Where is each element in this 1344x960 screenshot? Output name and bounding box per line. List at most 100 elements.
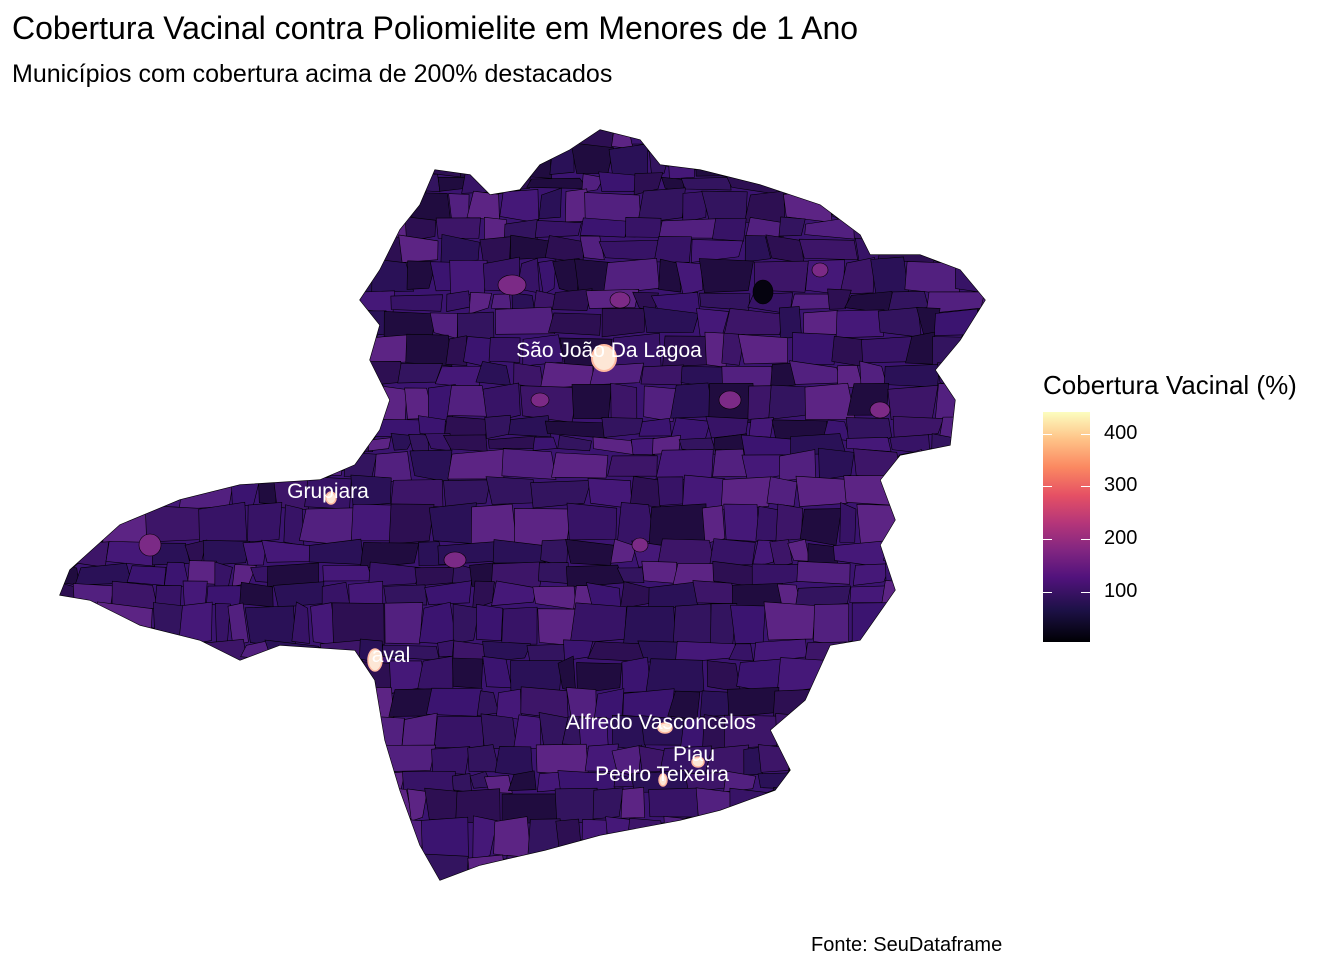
legend-colorbar xyxy=(1043,412,1090,642)
municipality xyxy=(99,142,133,179)
municipality xyxy=(587,641,646,663)
municipality xyxy=(60,382,96,417)
municipality xyxy=(235,787,262,821)
municipality xyxy=(917,562,962,586)
municipality xyxy=(461,885,508,908)
municipality xyxy=(340,187,402,221)
municipality xyxy=(904,789,962,823)
municipality xyxy=(973,583,985,605)
municipality xyxy=(844,130,889,148)
municipality xyxy=(969,450,985,481)
municipality xyxy=(752,279,774,305)
municipality xyxy=(379,858,429,880)
municipality xyxy=(337,687,395,718)
municipality xyxy=(794,789,816,819)
municipality xyxy=(611,130,633,150)
municipality xyxy=(769,539,793,569)
municipality xyxy=(291,417,318,437)
municipality xyxy=(551,288,593,311)
municipality xyxy=(249,361,281,387)
municipality xyxy=(109,788,146,823)
municipality xyxy=(344,143,370,179)
municipality xyxy=(122,335,145,365)
legend-tick-label: 400 xyxy=(1104,422,1138,444)
municipality xyxy=(874,687,905,717)
municipality xyxy=(60,502,106,540)
municipality xyxy=(467,854,507,880)
municipality xyxy=(328,657,362,694)
legend-tick-mark xyxy=(1043,434,1052,435)
municipality xyxy=(986,418,1024,437)
municipality xyxy=(925,715,968,752)
municipality xyxy=(979,291,985,315)
municipality xyxy=(907,819,954,858)
municipality xyxy=(706,660,741,693)
municipality xyxy=(992,564,1039,588)
municipality xyxy=(485,476,537,505)
municipality xyxy=(60,743,76,778)
municipality xyxy=(803,144,828,179)
municipality xyxy=(663,815,710,858)
municipality xyxy=(150,130,182,150)
municipality xyxy=(899,143,930,175)
municipality xyxy=(60,259,108,295)
municipality xyxy=(526,643,566,664)
municipality xyxy=(981,256,985,296)
municipality xyxy=(447,385,488,417)
municipality xyxy=(209,189,258,224)
municipality xyxy=(476,603,504,642)
municipality xyxy=(813,603,850,647)
municipality xyxy=(909,692,936,720)
municipality xyxy=(126,565,167,586)
municipality xyxy=(313,857,361,880)
municipality xyxy=(383,584,428,606)
municipality xyxy=(187,333,227,367)
municipality xyxy=(73,176,120,194)
municipality xyxy=(494,144,553,179)
municipality xyxy=(217,815,238,860)
municipality xyxy=(964,770,985,792)
municipality xyxy=(488,337,521,363)
municipality xyxy=(247,502,283,543)
municipality xyxy=(867,712,909,751)
municipality xyxy=(468,292,492,315)
municipality xyxy=(242,855,268,880)
municipality xyxy=(219,433,264,451)
municipality xyxy=(294,749,337,779)
municipality xyxy=(954,818,985,862)
municipality xyxy=(390,479,444,508)
municipality xyxy=(776,172,817,196)
municipality xyxy=(254,188,275,224)
municipality xyxy=(291,601,310,644)
municipality xyxy=(351,130,401,151)
municipality xyxy=(311,234,342,262)
municipality xyxy=(845,417,893,440)
municipality xyxy=(366,236,405,265)
municipality xyxy=(395,130,449,150)
municipality xyxy=(496,688,522,720)
municipality xyxy=(598,239,661,262)
municipality xyxy=(258,477,278,505)
municipality xyxy=(177,130,212,147)
municipality xyxy=(186,644,208,663)
municipality xyxy=(134,713,162,746)
municipality xyxy=(861,336,913,364)
municipality xyxy=(804,855,856,880)
municipality xyxy=(301,187,325,225)
legend-tick-mark xyxy=(1081,592,1090,593)
municipality xyxy=(532,859,555,880)
municipality xyxy=(150,748,203,778)
municipality xyxy=(625,216,662,238)
municipality xyxy=(178,474,235,510)
municipality xyxy=(60,789,96,823)
municipality xyxy=(265,853,316,880)
municipality xyxy=(620,786,645,819)
municipality xyxy=(94,192,110,225)
municipality xyxy=(152,239,197,260)
municipality xyxy=(178,601,213,647)
municipality xyxy=(864,770,916,792)
municipality xyxy=(931,239,960,259)
municipality xyxy=(701,505,726,545)
municipality xyxy=(846,787,908,823)
municipality xyxy=(160,773,188,795)
